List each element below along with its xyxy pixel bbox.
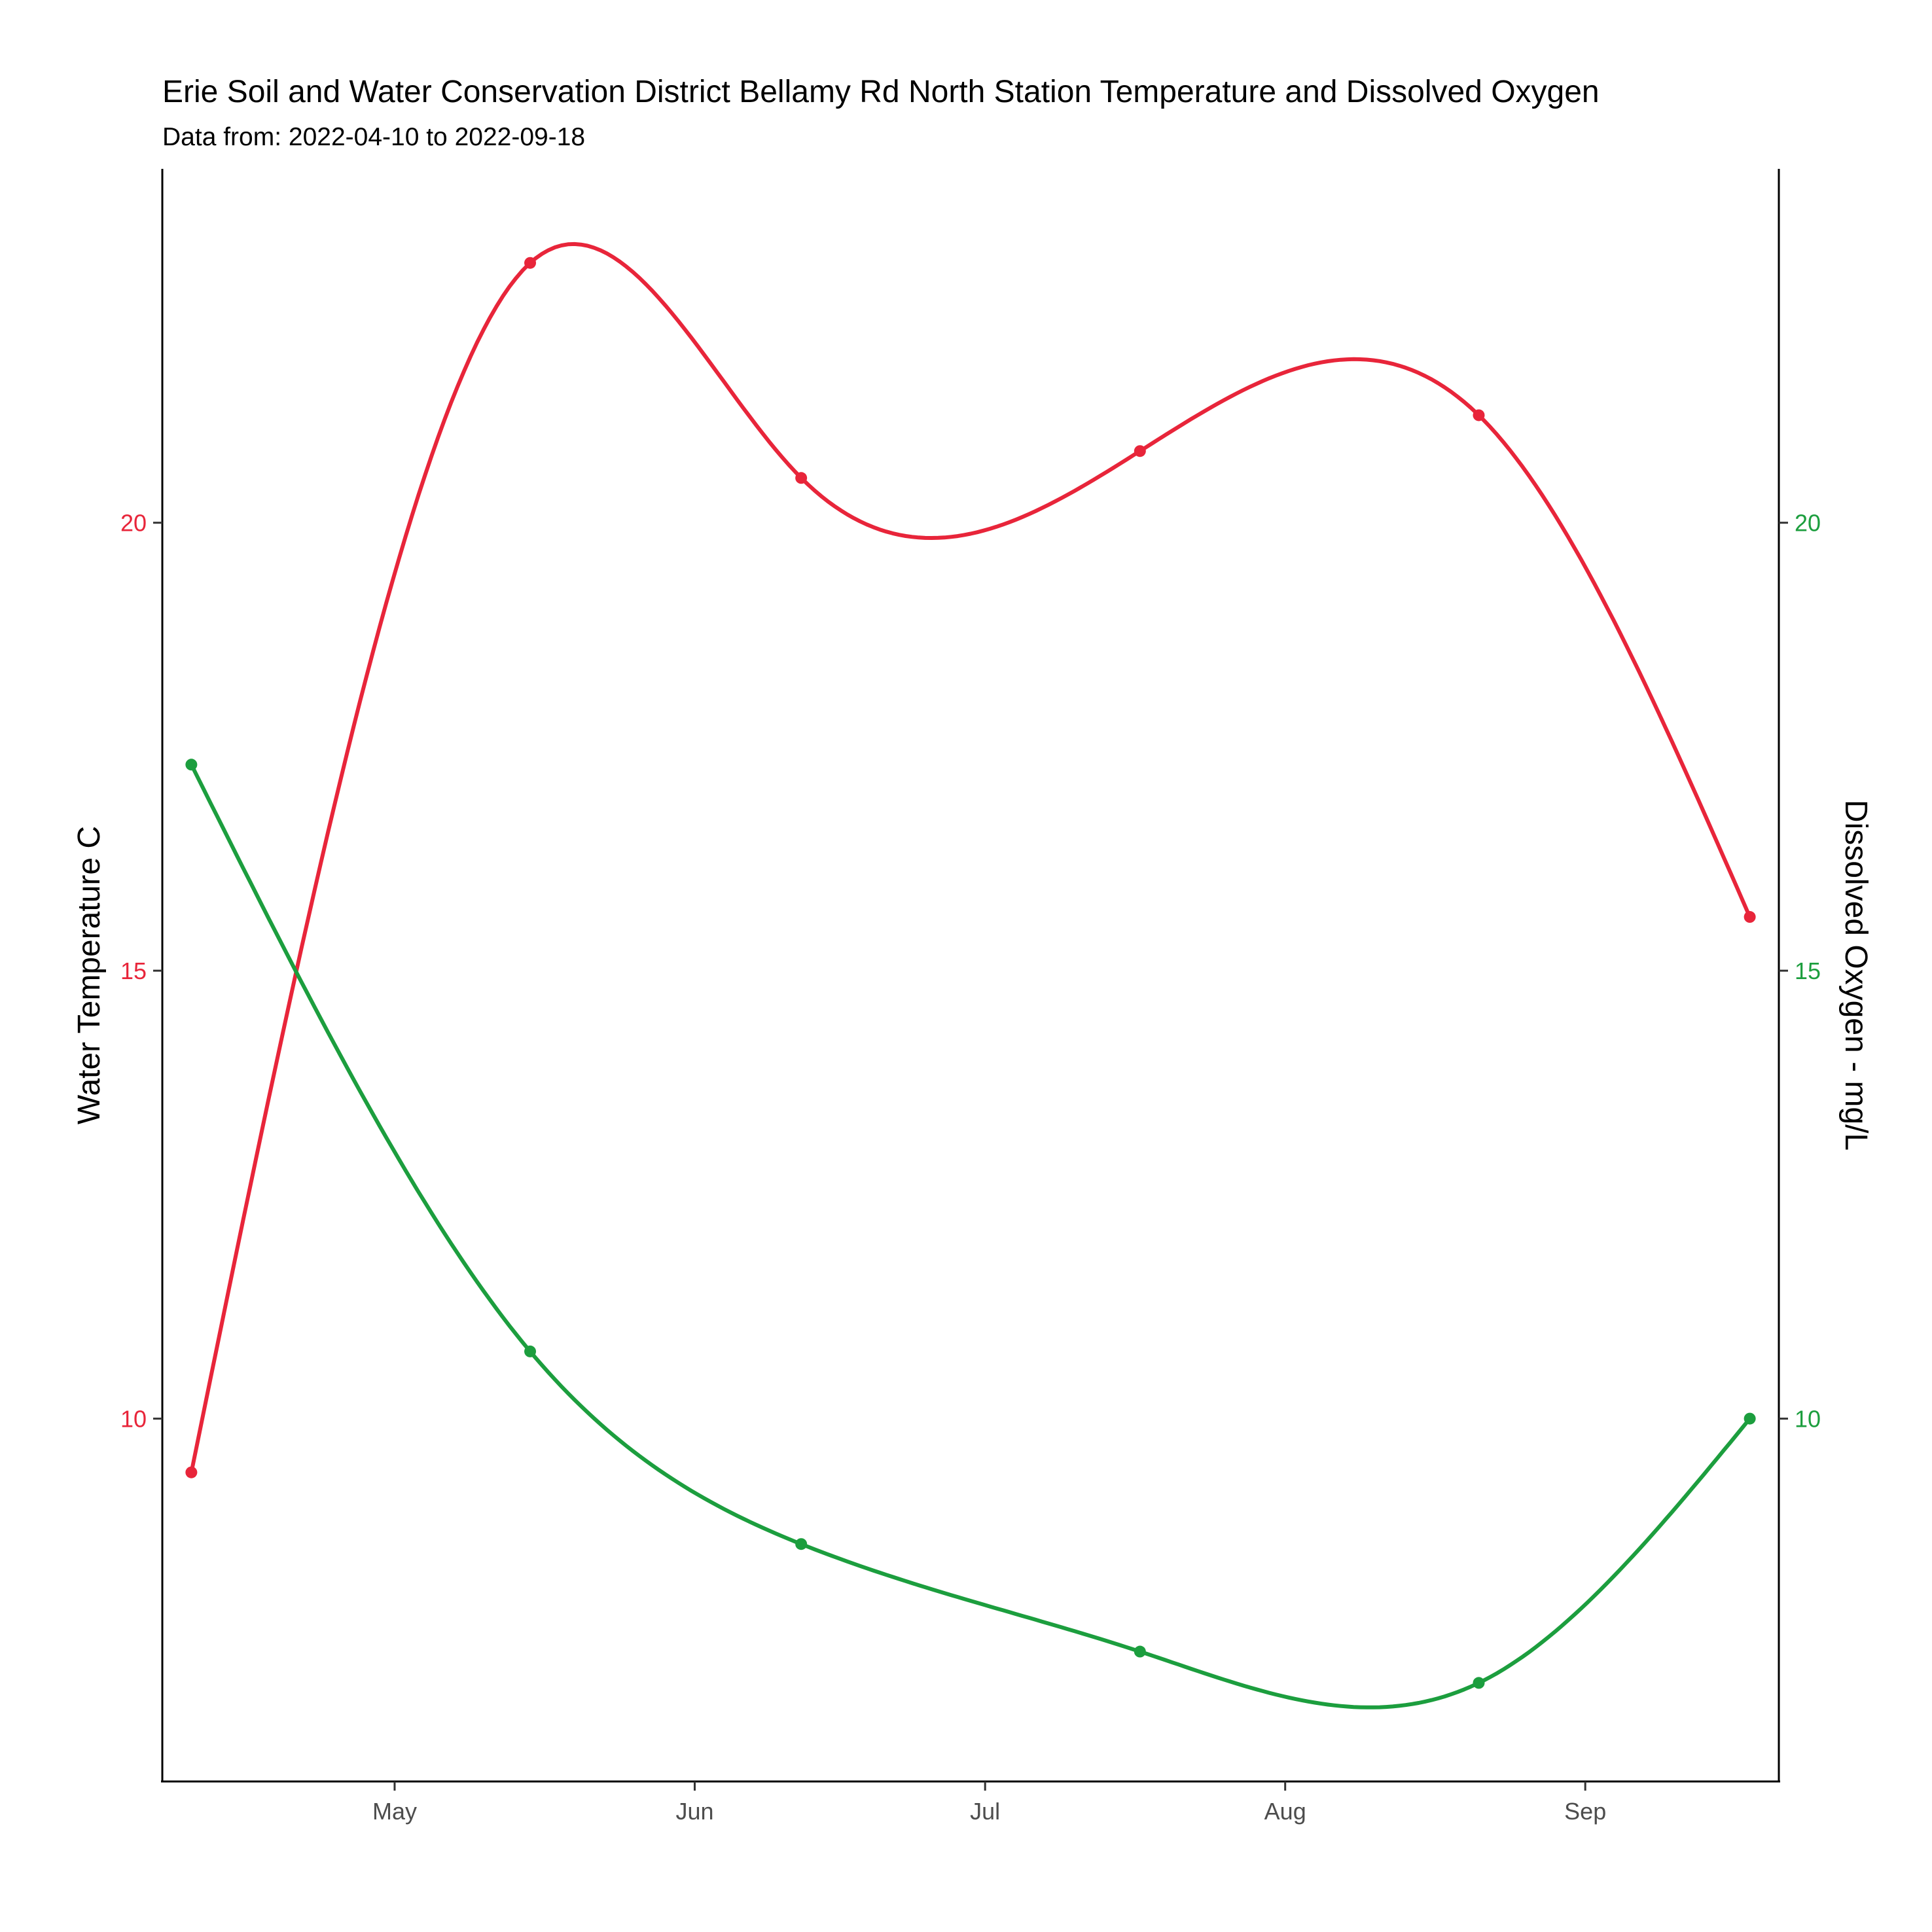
- left-y-axis-title: Water Temperature C: [72, 826, 107, 1124]
- water-temperature-point: [524, 257, 537, 269]
- right-y-tick-label: 15: [1795, 957, 1821, 984]
- dissolved-oxygen-point: [795, 1538, 808, 1550]
- right-y-tick-label: 20: [1795, 510, 1821, 537]
- dissolved-oxygen-line: [189, 762, 1752, 1709]
- left-y-tick-label: 10: [120, 1406, 147, 1433]
- water-temperature-point: [1134, 445, 1146, 457]
- x-ticks: May Jun Jul Aug Sep: [372, 1781, 1606, 1825]
- right-y-axis-title: Dissolved Oxygen - mg/L: [1838, 800, 1873, 1151]
- water-temperature-line: [189, 241, 1752, 1475]
- dissolved-oxygen-point: [185, 759, 198, 771]
- left-y-ticks: 10 15 20: [120, 510, 162, 1433]
- series-layer: [185, 241, 1756, 1709]
- water-temperature-point: [1744, 911, 1756, 923]
- water-temperature-point: [795, 472, 808, 484]
- x-tick-label: Jul: [970, 1798, 1000, 1825]
- chart-subtitle: Data from: 2022-04-10 to 2022-09-18: [162, 123, 585, 151]
- x-tick-label: Aug: [1264, 1798, 1306, 1825]
- water-temperature-point: [1473, 409, 1485, 421]
- x-tick-label: Jun: [675, 1798, 713, 1825]
- x-tick-label: Sep: [1564, 1798, 1606, 1825]
- right-y-ticks: 10 15 20: [1779, 510, 1821, 1433]
- water-temperature-point: [185, 1466, 198, 1478]
- dissolved-oxygen-point: [1134, 1645, 1146, 1658]
- dissolved-oxygen-point: [524, 1345, 537, 1357]
- chart-title: Erie Soil and Water Conservation Distric…: [162, 75, 1600, 109]
- dissolved-oxygen-point: [1473, 1677, 1485, 1689]
- dissolved-oxygen-point: [1744, 1412, 1756, 1425]
- right-y-tick-label: 10: [1795, 1406, 1821, 1433]
- x-tick-label: May: [372, 1798, 417, 1825]
- left-y-tick-label: 20: [120, 510, 147, 537]
- left-y-tick-label: 15: [120, 957, 147, 984]
